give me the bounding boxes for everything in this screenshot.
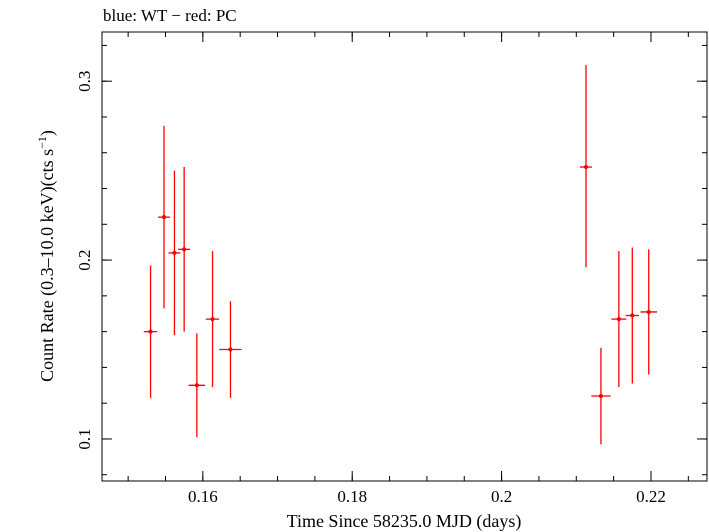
plot-frame [101, 31, 708, 482]
x-tick-label: 0.18 [337, 487, 367, 506]
point-marker [630, 313, 635, 318]
chart-title: blue: WT − red: PC [103, 6, 237, 25]
point-marker [583, 164, 589, 170]
point-marker [182, 247, 187, 252]
point-marker [172, 250, 177, 256]
point-marker [148, 329, 153, 334]
point-marker [228, 347, 233, 352]
axis-ticks: 0.16 0.18 0.2 0.22 0.1 0.2 0.3 [75, 32, 707, 506]
data-point [168, 170, 181, 336]
data-point [178, 167, 191, 332]
data-point [611, 251, 627, 388]
y-tick-label: 0.2 [75, 249, 94, 270]
point-marker [161, 215, 167, 220]
y-axis-label-main: Count Rate (0.3–10.0 keV)(cts s [37, 149, 58, 382]
data-point [205, 251, 220, 388]
point-marker [210, 317, 215, 322]
data-point [143, 265, 158, 398]
point-marker [616, 317, 621, 322]
y-axis-label-superscript: −1 [35, 136, 49, 149]
point-marker [598, 393, 604, 399]
data-point [188, 333, 206, 438]
data-point [580, 65, 592, 268]
data-point [625, 247, 640, 384]
data-point [591, 347, 611, 445]
y-tick-label: 0.3 [75, 71, 94, 92]
x-tick-label: 0.16 [188, 487, 218, 506]
y-tick-label: 0.1 [75, 428, 94, 449]
data-point [219, 301, 242, 398]
point-marker [194, 383, 199, 388]
x-axis-label: Time Since 58235.0 MJD (days) [287, 511, 522, 532]
data-point [158, 125, 170, 309]
y-axis-label: Count Rate (0.3–10.0 keV)(cts s−1) [35, 130, 58, 382]
point-marker [646, 309, 651, 315]
data-point [640, 249, 657, 375]
x-tick-label: 0.2 [491, 487, 512, 506]
y-axis-label-close: ) [37, 130, 58, 136]
x-tick-label: 0.22 [636, 487, 666, 506]
data-points [143, 65, 657, 445]
